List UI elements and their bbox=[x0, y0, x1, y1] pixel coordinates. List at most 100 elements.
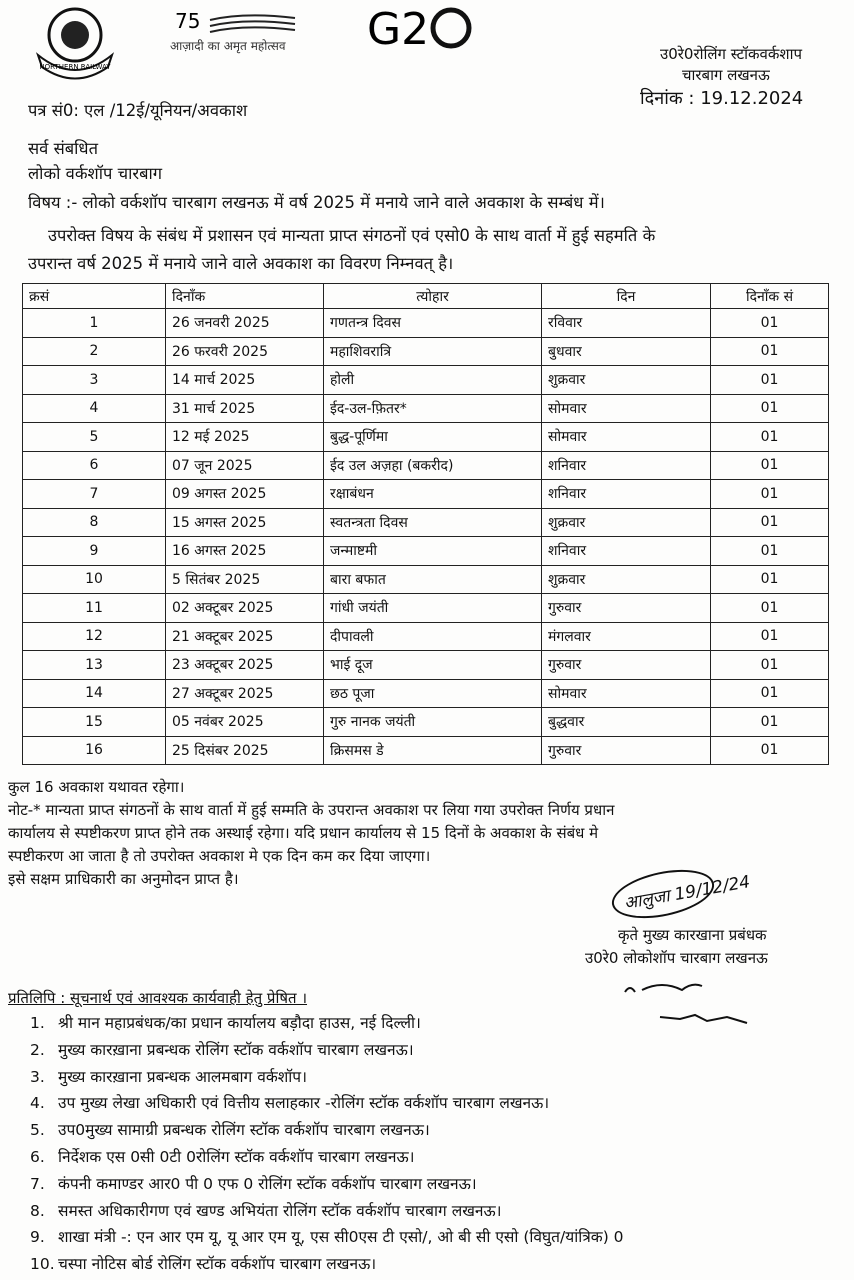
cc-list: 1. श्री मान महाप्रबंधक/का प्रधान कार्यालय… bbox=[30, 1010, 624, 1278]
count-cell: 01 bbox=[710, 450, 829, 480]
count-cell: 01 bbox=[710, 707, 829, 737]
date-cell: 27 अक्टूबर 2025 bbox=[165, 678, 324, 708]
festival-cell: गणतन्त्र दिवस bbox=[323, 308, 542, 338]
day-cell: रविवार bbox=[541, 308, 711, 338]
date-cell: 07 जून 2025 bbox=[165, 450, 324, 480]
cc-item: 9. शाखा मंत्री -: एन आर एम यू, यू आर एम य… bbox=[30, 1224, 624, 1251]
count-cell: 01 bbox=[710, 336, 829, 366]
table-row: 8 15 अगस्त 2025 स्वतन्त्रता दिवस शुक्रवार 01 bbox=[22, 507, 829, 537]
header-day: दिन bbox=[541, 283, 711, 309]
day-cell: शुक्रवार bbox=[541, 564, 711, 594]
serial-cell: 15 bbox=[22, 707, 166, 737]
table-row: 10 5 सितंबर 2025 बारा बफात शुक्रवार 01 bbox=[22, 564, 829, 594]
note-line-2: कार्यालय से स्पष्टीकरण प्राप्त होने तक अ… bbox=[8, 824, 599, 842]
date-cell: 12 मई 2025 bbox=[165, 422, 324, 452]
cc-item-text: शाखा मंत्री -: एन आर एम यू, यू आर एम यू,… bbox=[58, 1228, 624, 1247]
serial-cell: 6 bbox=[22, 450, 166, 480]
cc-item-text: समस्त अधिकारीगण एवं खण्ड अभियंता रोलिंग … bbox=[58, 1201, 502, 1220]
festival-cell: क्रिसमस डे bbox=[323, 735, 542, 765]
date-cell: 02 अक्टूबर 2025 bbox=[165, 593, 324, 623]
intro-line-2: उपरान्त वर्ष 2025 में मनाये जाने वाले अव… bbox=[28, 254, 454, 273]
festival-cell: स्वतन्त्रता दिवस bbox=[323, 507, 542, 537]
holiday-table: क्रसं दिनाँक त्योहार दिन दिनाँक सं 1 26 ज… bbox=[22, 283, 829, 765]
count-cell: 01 bbox=[710, 621, 829, 651]
date-cell: 5 सितंबर 2025 bbox=[165, 564, 324, 594]
azadi-ka-amrit-mahotsav-logo: 75 आज़ादी का अमृत महोत्सव bbox=[170, 9, 296, 54]
date-cell: 26 जनवरी 2025 bbox=[165, 308, 324, 338]
total-holidays: कुल 16 अवकाश यथावत रहेगा। bbox=[8, 778, 185, 796]
cc-item-text: श्री मान महाप्रबंधक/का प्रधान कार्यालय ब… bbox=[58, 1014, 421, 1032]
date-cell: 31 मार्च 2025 bbox=[165, 393, 324, 423]
cc-item: 7. कंपनी कमाण्डर आर0 पी 0 एफ 0 रोलिंग स्ट… bbox=[30, 1171, 624, 1198]
day-cell: बुद्धवार bbox=[541, 707, 711, 737]
serial-cell: 1 bbox=[22, 308, 166, 338]
letter-number: पत्र सं0: एल /12ई/यूनियन/अवकाश bbox=[28, 101, 248, 120]
cc-item: 10. चस्पा नोटिस बोर्ड रोलिंग स्टॉक वर्कशॉ… bbox=[30, 1251, 624, 1278]
intro-line-1: उपरोक्त विषय के संबंध में प्रशासन एवं मा… bbox=[48, 226, 656, 245]
cc-item-number: 2. bbox=[30, 1040, 45, 1059]
cc-item: 8. समस्त अधिकारीगण एवं खण्ड अभियंता रोलिं… bbox=[30, 1198, 624, 1225]
day-cell: शनिवार bbox=[541, 479, 711, 509]
header-count: दिनाँक सं bbox=[710, 283, 829, 309]
cc-item-number: 1. bbox=[30, 1014, 45, 1032]
date-cell: 25 दिसंबर 2025 bbox=[165, 735, 324, 765]
day-cell: सोमवार bbox=[541, 678, 711, 708]
festival-cell: रक्षाबंधन bbox=[323, 479, 542, 509]
table-row: 5 12 मई 2025 बुद्ध-पूर्णिमा सोमवार 01 bbox=[22, 422, 829, 452]
count-cell: 01 bbox=[710, 650, 829, 680]
cc-item: 5. उप0मुख्य सामाग्री प्रबन्धक रोलिंग स्टॉ… bbox=[30, 1117, 624, 1144]
table-row: 4 31 मार्च 2025 ईद-उल-फ़ितर* सोमवार 01 bbox=[22, 393, 829, 423]
note-line-1: नोट-* मान्यता प्राप्त संगठनों के साथ वार… bbox=[8, 801, 615, 819]
table-row: 3 14 मार्च 2025 होली शुक्रवार 01 bbox=[22, 365, 829, 395]
subject-line: विषय :- लोको वर्कशॉप चारबाग लखनऊ में वर्… bbox=[28, 193, 605, 212]
office-line-1: उ0रे0रोलिंग स्टॉकवर्कशाप bbox=[660, 45, 802, 63]
count-cell: 01 bbox=[710, 735, 829, 765]
svg-text:NORTHERN RAILWAY: NORTHERN RAILWAY bbox=[39, 63, 111, 71]
cc-item-number: 7. bbox=[30, 1174, 45, 1193]
cc-item-number: 8. bbox=[30, 1201, 45, 1220]
festival-cell: गुरु नानक जयंती bbox=[323, 707, 542, 737]
cc-item-text: उप0मुख्य सामाग्री प्रबन्धक रोलिंग स्टॉक … bbox=[58, 1121, 430, 1140]
date-cell: 16 अगस्त 2025 bbox=[165, 536, 324, 566]
header-festival: त्योहार bbox=[323, 283, 542, 309]
cc-item-text: चस्पा नोटिस बोर्ड रोलिंग स्टॉक वर्कशॉप च… bbox=[58, 1255, 377, 1274]
cc-heading: प्रतिलिपि : सूचनार्थ एवं आवश्यक कार्यवाह… bbox=[8, 989, 308, 1007]
receipt-handwritten-note bbox=[624, 983, 748, 1024]
day-cell: गुरुवार bbox=[541, 593, 711, 623]
cc-item: 4. उप मुख्य लेखा अधिकारी एवं वित्तीय सलाह… bbox=[30, 1090, 624, 1117]
handwritten-signature: आलुजा 19/12/24 bbox=[605, 861, 785, 928]
svg-text:75: 75 bbox=[175, 9, 200, 33]
approval-line: इसे सक्षम प्राधिकारी का अनुमोदन प्राप्त … bbox=[8, 870, 239, 888]
letter-date: दिनांक : 19.12.2024 bbox=[640, 88, 804, 109]
cc-item-text: निर्देशक एस 0सी 0टी 0रोलिंग स्टॉक वर्कशॉ… bbox=[58, 1147, 415, 1166]
date-cell: 26 फरवरी 2025 bbox=[165, 336, 324, 366]
cc-item-text: मुख्य कारख़ाना प्रबन्धक रोलिंग स्टॉक वर्… bbox=[58, 1040, 414, 1059]
count-cell: 01 bbox=[710, 365, 829, 395]
cc-item-text: मुख्य कारख़ाना प्रबन्धक आलमबाग वर्कशॉप। bbox=[58, 1067, 307, 1086]
serial-cell: 10 bbox=[22, 564, 166, 594]
table-row: 6 07 जून 2025 ईद उल अज़हा (बकरीद) शनिवार 01 bbox=[22, 450, 829, 480]
office-line-2: चारबाग लखनऊ bbox=[682, 66, 770, 84]
serial-cell: 14 bbox=[22, 678, 166, 708]
count-cell: 01 bbox=[710, 479, 829, 509]
date-cell: 14 मार्च 2025 bbox=[165, 365, 324, 395]
festival-cell: छठ पूजा bbox=[323, 678, 542, 708]
addressee-line-2: लोको वर्कशॉप चारबाग bbox=[28, 164, 163, 183]
header-serial: क्रसं bbox=[22, 283, 166, 309]
count-cell: 01 bbox=[710, 422, 829, 452]
note-line-3: स्पष्टीकरण आ जाता है तो उपरोक्त अवकाश मे… bbox=[8, 847, 431, 865]
count-cell: 01 bbox=[710, 536, 829, 566]
serial-cell: 9 bbox=[22, 536, 166, 566]
date-cell: 09 अगस्त 2025 bbox=[165, 479, 324, 509]
festival-cell: ईद उल अज़हा (बकरीद) bbox=[323, 450, 542, 480]
festival-cell: ईद-उल-फ़ितर* bbox=[323, 393, 542, 423]
date-cell: 15 अगस्त 2025 bbox=[165, 507, 324, 537]
cc-item-number: 6. bbox=[30, 1147, 45, 1166]
day-cell: शनिवार bbox=[541, 536, 711, 566]
festival-cell: जन्माष्टमी bbox=[323, 536, 542, 566]
table-row: 2 26 फरवरी 2025 महाशिवरात्रि बुधवार 01 bbox=[22, 336, 829, 366]
serial-cell: 11 bbox=[22, 593, 166, 623]
count-cell: 01 bbox=[710, 678, 829, 708]
count-cell: 01 bbox=[710, 593, 829, 623]
